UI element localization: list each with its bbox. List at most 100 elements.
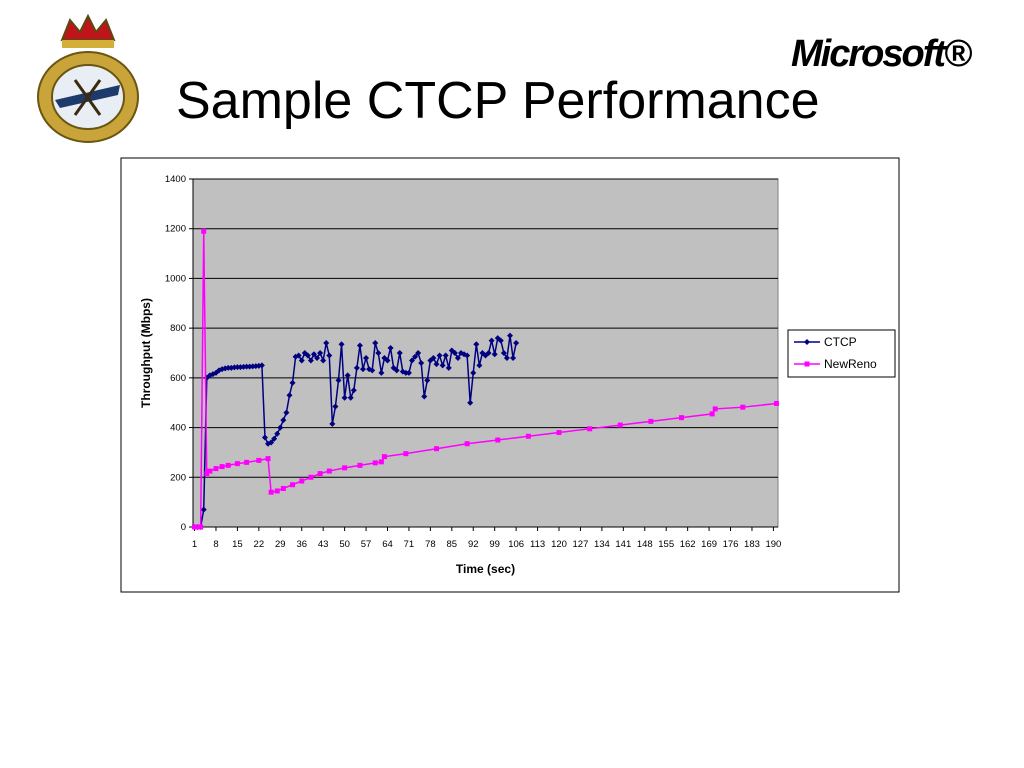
- marker: [350, 387, 357, 394]
- marker: [244, 459, 250, 465]
- marker: [308, 474, 314, 480]
- marker: [556, 430, 562, 436]
- marker: [200, 506, 207, 513]
- x-tick-label: 155: [658, 539, 674, 550]
- marker: [353, 364, 360, 371]
- x-axis-title: Time (sec): [456, 562, 515, 576]
- marker: [464, 352, 471, 359]
- marker: [439, 362, 446, 369]
- marker: [470, 369, 477, 376]
- x-tick-label: 183: [744, 539, 760, 550]
- marker: [359, 366, 366, 373]
- marker: [258, 362, 265, 369]
- marker: [268, 489, 274, 495]
- legend-label: NewReno: [824, 357, 877, 371]
- marker: [347, 394, 354, 401]
- x-tick-label: 22: [254, 539, 265, 550]
- marker: [201, 228, 207, 234]
- marker: [326, 468, 332, 474]
- x-tick-label: 99: [489, 539, 500, 550]
- marker: [418, 359, 425, 366]
- marker: [513, 340, 520, 347]
- marker: [341, 394, 348, 401]
- marker: [433, 446, 439, 452]
- marker: [454, 354, 461, 361]
- y-tick-label: 1000: [165, 273, 186, 284]
- marker: [396, 350, 403, 356]
- marker: [290, 482, 296, 488]
- marker: [372, 460, 378, 466]
- marker: [265, 456, 271, 462]
- marker: [804, 339, 810, 345]
- marker: [295, 352, 302, 359]
- marker: [773, 400, 779, 406]
- marker: [617, 422, 623, 428]
- slide-title: Sample CTCP Performance: [176, 72, 820, 130]
- marker: [740, 404, 746, 410]
- marker: [356, 342, 363, 349]
- y-axis-title: Throughput (Mbps): [139, 298, 153, 408]
- marker: [314, 354, 321, 361]
- y-tick-label: 1400: [165, 174, 186, 185]
- marker: [442, 352, 449, 359]
- marker: [587, 426, 593, 432]
- marker: [464, 441, 470, 447]
- marker: [256, 457, 262, 463]
- marker: [491, 351, 498, 358]
- marker: [198, 524, 204, 530]
- marker: [436, 352, 443, 359]
- marker: [503, 354, 510, 361]
- marker: [510, 354, 517, 361]
- marker: [326, 352, 333, 359]
- series: [191, 332, 520, 530]
- x-tick-label: 71: [404, 539, 415, 550]
- y-tick-label: 0: [181, 522, 186, 533]
- x-tick-label: 127: [573, 539, 589, 550]
- x-tick-label: 8: [213, 539, 218, 550]
- microsoft-logo: Microsoft®: [791, 33, 972, 75]
- marker: [525, 433, 531, 439]
- marker: [804, 361, 810, 367]
- x-tick-label: 1: [192, 539, 197, 550]
- marker: [192, 524, 198, 530]
- series: [192, 228, 779, 530]
- x-tick-label: 120: [551, 539, 567, 550]
- marker: [274, 488, 280, 494]
- marker: [195, 524, 201, 530]
- y-tick-label: 200: [170, 472, 186, 483]
- marker: [433, 361, 440, 368]
- marker: [488, 337, 495, 344]
- marker: [342, 465, 348, 471]
- series-line: [194, 231, 777, 528]
- marker: [280, 417, 287, 424]
- marker: [234, 364, 241, 371]
- marker: [307, 357, 314, 364]
- marker: [451, 350, 458, 356]
- marker: [500, 350, 507, 356]
- x-tick-label: 162: [680, 539, 696, 550]
- marker: [317, 471, 323, 477]
- marker: [473, 341, 480, 348]
- y-tick-label: 600: [170, 373, 186, 384]
- marker: [225, 462, 231, 468]
- x-tick-label: 78: [425, 539, 436, 550]
- marker: [415, 350, 422, 356]
- marker: [363, 354, 370, 361]
- x-tick-label: 190: [765, 539, 781, 550]
- marker: [243, 363, 250, 370]
- legend-label: CTCP: [824, 335, 857, 349]
- marker: [378, 369, 385, 376]
- x-tick-label: 113: [530, 539, 545, 550]
- marker: [298, 357, 305, 364]
- marker: [403, 451, 409, 457]
- marker: [283, 409, 290, 416]
- x-tick-label: 92: [468, 539, 479, 550]
- marker: [476, 362, 483, 369]
- marker: [310, 351, 317, 358]
- marker: [467, 399, 474, 406]
- x-tick-label: 176: [723, 539, 739, 550]
- x-tick-label: 141: [615, 539, 631, 550]
- marker: [497, 337, 504, 344]
- x-tick-label: 15: [232, 539, 243, 550]
